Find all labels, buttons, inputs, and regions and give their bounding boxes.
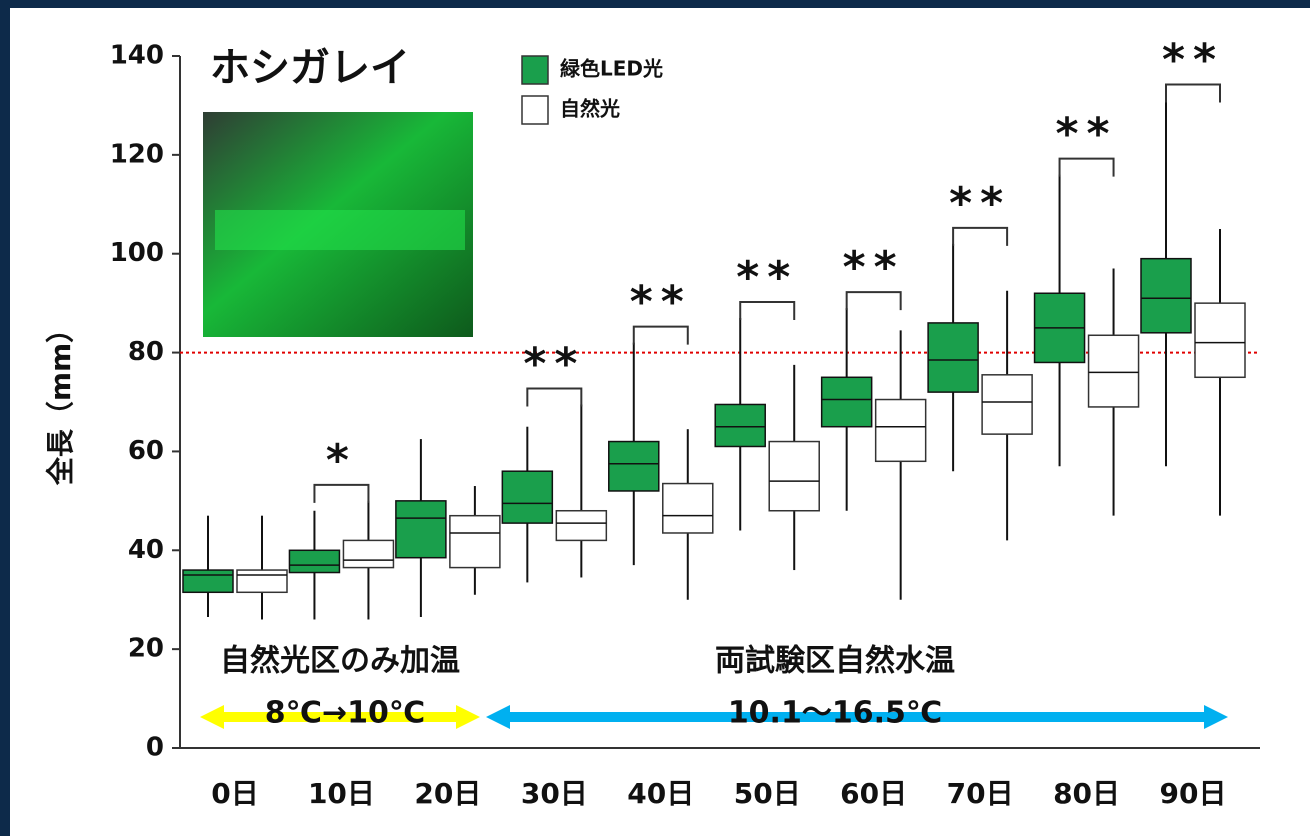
period-range: 8℃→10℃	[265, 696, 425, 731]
significance-bracket	[1058, 157, 1115, 177]
significance-label: **	[843, 242, 905, 293]
period-range: 10.1～16.5℃	[728, 696, 942, 731]
box	[182, 569, 234, 594]
y-tick-label: 100	[110, 238, 164, 268]
box	[449, 514, 501, 569]
y-tick-label: 40	[128, 535, 164, 565]
box	[555, 509, 608, 542]
box	[714, 403, 766, 448]
x-tick-label: 20日	[414, 777, 481, 810]
x-tick-label: 60日	[840, 777, 907, 810]
box	[768, 440, 820, 512]
box	[1140, 257, 1192, 334]
box	[662, 482, 714, 534]
significance-bracket	[952, 226, 1009, 246]
box	[342, 539, 395, 569]
significance-label: **	[1056, 109, 1118, 160]
box	[874, 398, 927, 463]
legend-swatch	[521, 95, 549, 125]
box	[395, 500, 447, 559]
significance-label: **	[1162, 34, 1224, 85]
x-tick-label: 40日	[627, 777, 694, 810]
legend-label: 緑色LED光	[560, 57, 663, 81]
x-tick-label: 10日	[308, 777, 375, 810]
significance-label: **	[523, 338, 585, 389]
box	[501, 470, 554, 524]
box	[236, 569, 288, 594]
x-tick-label: 90日	[1160, 777, 1227, 810]
box	[981, 374, 1033, 435]
y-tick-label: 140	[110, 41, 164, 71]
legend-label: 自然光	[560, 97, 620, 121]
y-tick-label: 60	[128, 436, 164, 466]
x-tick-label: 50日	[734, 777, 801, 810]
y-axis-label: 全長（mm）	[44, 315, 77, 486]
x-tick-label: 70日	[947, 777, 1014, 810]
box	[608, 440, 660, 492]
significance-bracket	[739, 300, 796, 320]
significance-bracket	[1165, 83, 1221, 103]
significance-bracket	[526, 387, 583, 407]
box	[820, 376, 873, 428]
significance-bracket	[845, 291, 902, 311]
significance-label: **	[630, 277, 692, 328]
significance-bracket	[313, 483, 370, 503]
x-tick-label: 80日	[1053, 777, 1120, 810]
y-tick-label: 120	[110, 139, 164, 169]
y-tick-label: 80	[128, 337, 164, 367]
box	[288, 549, 341, 574]
y-tick-label: 20	[128, 634, 164, 664]
x-tick-label: 0日	[211, 777, 258, 810]
significance-label: **	[949, 178, 1011, 229]
photo-tank	[215, 210, 465, 250]
period-arrow	[200, 705, 480, 729]
box	[927, 322, 979, 393]
significance-bracket	[632, 325, 689, 345]
x-tick-label: 30日	[521, 777, 588, 810]
box	[1194, 302, 1246, 379]
significance-label: **	[736, 252, 798, 303]
significance-label: *	[326, 435, 357, 486]
chart-title: ホシガレイ	[210, 45, 410, 91]
period-label: 自然光区のみ加温	[220, 644, 460, 679]
period-label: 両試験区自然水温	[715, 644, 955, 679]
legend-swatch	[521, 55, 549, 85]
y-tick-label: 0	[146, 733, 164, 763]
box	[1087, 334, 1140, 408]
period-arrow	[486, 705, 1228, 729]
